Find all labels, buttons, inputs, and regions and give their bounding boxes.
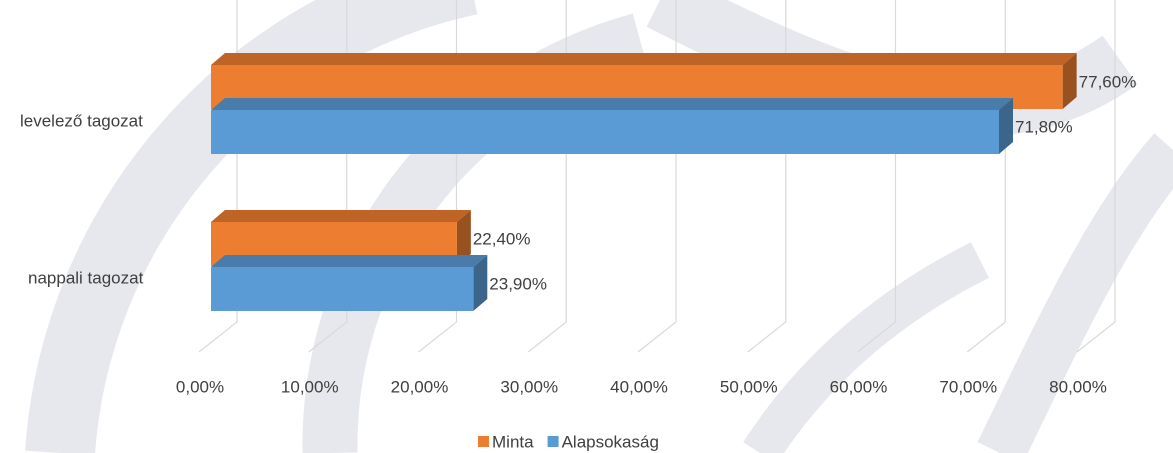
x-tick-label: 80,00% bbox=[1049, 377, 1107, 396]
x-tick-label: 40,00% bbox=[610, 377, 668, 396]
legend-swatch bbox=[547, 436, 559, 447]
data-label: 22,40% bbox=[473, 229, 531, 248]
grid-line bbox=[1076, 0, 1116, 353]
x-tick-label: 50,00% bbox=[720, 377, 778, 396]
x-tick-label: 20,00% bbox=[391, 377, 449, 396]
x-tick-label: 10,00% bbox=[281, 377, 339, 396]
y-tick-label: levelező tagozat bbox=[20, 111, 143, 130]
x-tick-label: 30,00% bbox=[500, 377, 558, 396]
bar-side bbox=[473, 255, 488, 311]
bar-top bbox=[211, 98, 1014, 110]
bar bbox=[211, 110, 1000, 154]
legend-swatch bbox=[478, 436, 489, 447]
data-label: 23,90% bbox=[489, 274, 547, 293]
bar bbox=[211, 267, 474, 311]
data-label: 77,60% bbox=[1079, 72, 1137, 91]
bar-side bbox=[456, 210, 471, 266]
bar-side bbox=[1062, 53, 1077, 109]
x-tick-label: 0,00% bbox=[176, 377, 224, 396]
bar-top bbox=[211, 53, 1077, 65]
bar-top bbox=[211, 255, 488, 267]
x-tick-label: 60,00% bbox=[830, 377, 888, 396]
x-tick-label: 70,00% bbox=[939, 377, 997, 396]
bar-top bbox=[211, 210, 471, 222]
bar-side bbox=[999, 98, 1014, 154]
legend-label: Alapsokaság bbox=[562, 432, 659, 451]
legend-label: Minta bbox=[492, 432, 534, 451]
data-label: 71,80% bbox=[1015, 117, 1073, 136]
grid-line bbox=[966, 0, 1006, 353]
grid-line bbox=[637, 0, 677, 353]
y-tick-label: nappali tagozat bbox=[28, 268, 144, 287]
